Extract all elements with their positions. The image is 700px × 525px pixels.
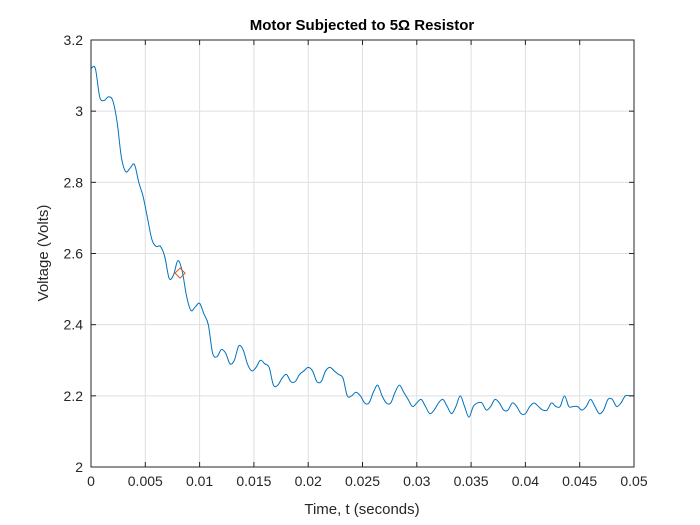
x-tick-label: 0.01	[186, 473, 213, 489]
y-axis-label: Voltage (Volts)	[35, 205, 52, 302]
marker-layer	[174, 267, 186, 279]
x-tick-label: 0.015	[236, 473, 271, 489]
y-tick-label: 2.4	[64, 317, 84, 333]
x-tick-label: 0.045	[562, 473, 597, 489]
diamond-data-marker	[174, 267, 186, 279]
x-tick-label: 0.025	[345, 473, 380, 489]
y-tick-label: 3	[75, 103, 83, 119]
x-axis-label: Time, t (seconds)	[304, 501, 419, 518]
x-tick-label: 0.005	[128, 473, 163, 489]
chart-title: Motor Subjected to 5Ω Resistor	[250, 17, 475, 34]
y-tick-labels: 2 2.2 2.4 2.6 2.8 3 3.2	[64, 32, 84, 475]
y-tick-label: 2.2	[64, 388, 84, 404]
x-tick-label: 0.04	[512, 473, 539, 489]
x-tick-label: 0.035	[454, 473, 489, 489]
x-tick-labels: 0 0.005 0.01 0.015 0.02 0.025 0.03 0.035 0.04 0.0…	[87, 473, 648, 489]
y-tick-label: 2	[75, 459, 83, 475]
tick-marks	[90, 39, 635, 468]
y-tick-label: 3.2	[64, 32, 84, 48]
x-tick-label: 0.02	[295, 473, 322, 489]
y-tick-label: 2.8	[64, 174, 84, 190]
y-tick-label: 2.6	[64, 246, 84, 262]
x-tick-label: 0.03	[403, 473, 430, 489]
x-tick-label: 0	[87, 473, 95, 489]
x-tick-label: 0.05	[620, 473, 647, 489]
